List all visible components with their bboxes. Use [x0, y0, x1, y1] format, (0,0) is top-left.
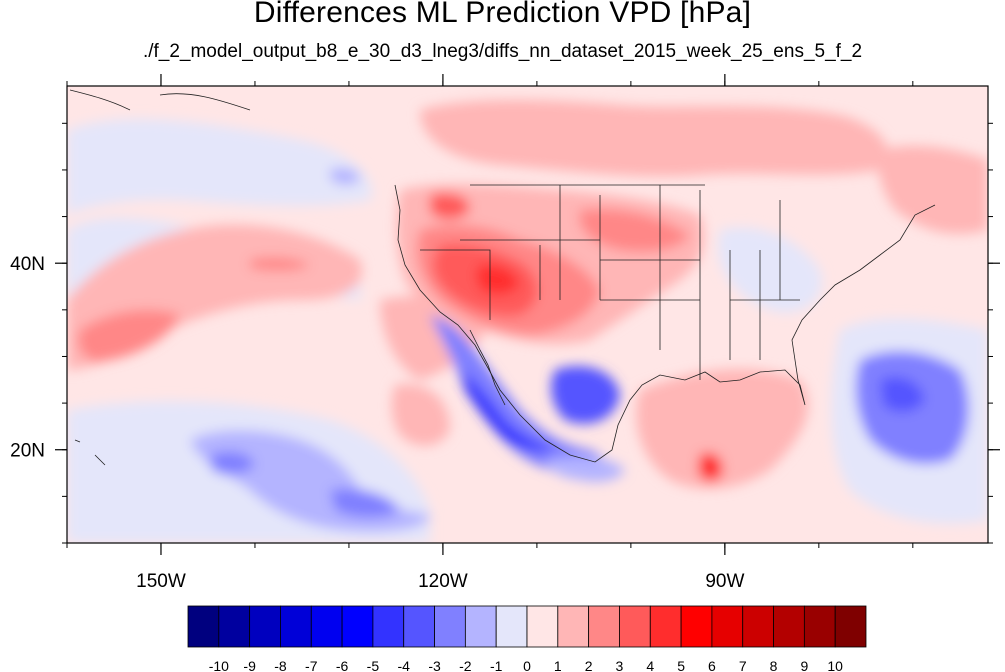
colorbar-swatch [526, 605, 559, 648]
colorbar-swatch [680, 605, 713, 648]
colorbar-swatch [834, 605, 867, 648]
colorbar-label: 6 [708, 658, 716, 672]
colorbar-swatch [711, 605, 744, 648]
colorbar-swatch [341, 605, 374, 648]
colorbar-swatch [588, 605, 620, 648]
vpd-field [67, 86, 988, 543]
colorbar-label: -3 [428, 658, 441, 672]
colorbar-swatch [310, 605, 343, 648]
colorbar-label: 2 [585, 658, 593, 672]
map-title: Differences ML Prediction VPD [hPa] [253, 0, 752, 29]
plot-frame [66, 85, 989, 544]
colorbar-label: 1 [554, 658, 562, 672]
colorbar-swatch [649, 605, 682, 648]
colorbar-swatch [803, 605, 836, 648]
colorbar-label: 9 [800, 658, 808, 672]
lat-tick-label: 40N [10, 254, 45, 275]
colorbar-label: 8 [770, 658, 778, 672]
lon-tick-label: 150W [136, 571, 186, 592]
colorbar-label: 3 [616, 658, 624, 672]
colorbar-swatch [249, 605, 281, 648]
colorbar-label: 7 [739, 658, 747, 672]
colorbar-label: -8 [274, 658, 287, 672]
colorbar-label: -7 [305, 658, 318, 672]
lon-tick-label: 120W [418, 571, 468, 592]
colorbar-swatch [434, 605, 466, 648]
colorbar-label: 4 [646, 658, 654, 672]
colorbar-label: -1 [490, 658, 503, 672]
axes: 150W 120W 90W 40N 20N [10, 74, 1000, 592]
colorbar-label: -4 [398, 658, 411, 672]
lat-tick-label: 20N [10, 441, 45, 462]
colorbar-label: -6 [336, 658, 349, 672]
colorbar-swatch [464, 605, 497, 648]
colorbar-swatch [403, 605, 435, 648]
colorbar-label: -10 [209, 658, 229, 672]
colorbar-swatch [773, 605, 805, 648]
colorbar-label: -9 [243, 658, 256, 672]
colorbar-swatch [280, 605, 312, 648]
coastlines [69, 89, 936, 466]
colorbar-swatch [218, 605, 251, 648]
lon-tick-label: 90W [705, 571, 744, 592]
colorbar-swatch [619, 605, 651, 648]
colorbar-label: 5 [677, 658, 685, 672]
colorbar: -10 -9 -8 -7 -6 -5 -4 -3 -2 -1 0 1 2 3 4 5 6 7 8 9 10 [187, 605, 867, 672]
colorbar-swatch [557, 605, 590, 648]
map-subtitle: ./f_2_model_output_b8_e_30_d3_lneg3/diff… [142, 41, 863, 62]
colorbar-swatch [187, 605, 220, 648]
colorbar-label: -5 [367, 658, 380, 672]
colorbar-label: 0 [523, 658, 531, 672]
colorbar-swatch [495, 605, 528, 648]
colorbar-label: -2 [459, 658, 472, 672]
colorbar-swatch [372, 605, 405, 648]
colorbar-label: 10 [827, 658, 843, 672]
colorbar-swatch [742, 605, 774, 648]
